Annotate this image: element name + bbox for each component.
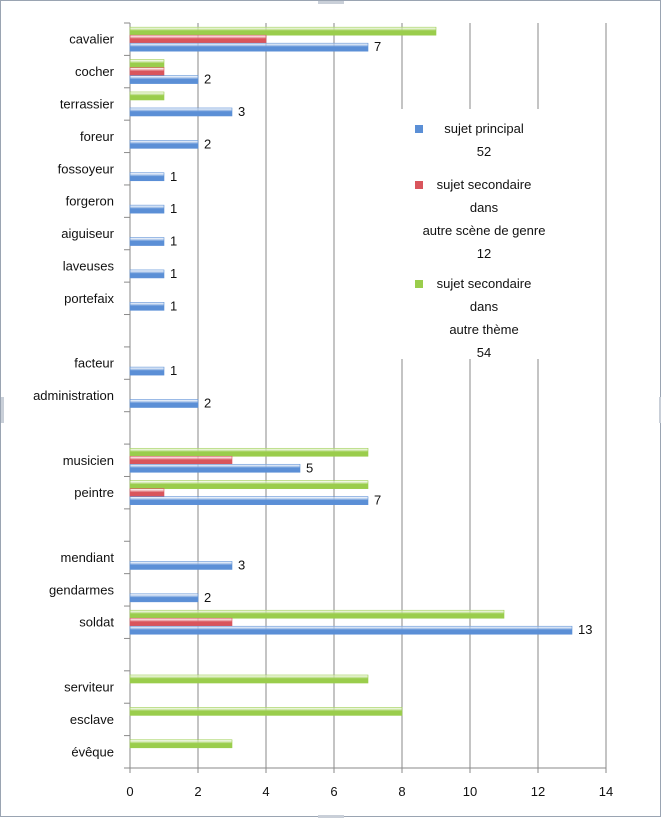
category-label: peintre <box>74 485 114 500</box>
x-tick-label: 14 <box>599 784 613 799</box>
resize-handle-left[interactable] <box>1 397 4 423</box>
legend: sujet principal 52 sujet secondaire dans aut… <box>401 109 601 360</box>
bar-secondaire_genre <box>129 67 165 76</box>
category-label: portefaix <box>64 291 114 306</box>
legend-swatch <box>415 181 423 189</box>
data-label: 1 <box>170 298 177 313</box>
data-label: 3 <box>238 557 245 572</box>
legend-text: autre scène de genre <box>423 223 546 238</box>
data-label: 1 <box>170 266 177 281</box>
bar-secondaire_genre <box>129 488 165 497</box>
resize-handle-right[interactable] <box>659 397 661 423</box>
legend-text: 12 <box>477 246 491 261</box>
data-label: 1 <box>170 169 177 184</box>
bar-secondaire_theme <box>129 91 165 101</box>
category-label: musicien <box>63 453 114 468</box>
bar-principal <box>129 237 165 246</box>
data-label: 13 <box>578 622 592 637</box>
bar-principal <box>129 302 165 311</box>
bars <box>129 26 573 749</box>
bar-principal <box>129 561 233 570</box>
x-tick-label: 6 <box>330 784 337 799</box>
bar-secondaire_theme <box>129 609 505 619</box>
bar-principal <box>129 399 199 408</box>
bar-principal <box>129 75 199 84</box>
category-label: forgeron <box>66 194 114 209</box>
bar-principal <box>129 172 165 182</box>
data-label: 7 <box>374 493 381 508</box>
x-tick-label: 0 <box>126 784 133 799</box>
legend-text: 54 <box>477 345 491 360</box>
legend-text: autre thème <box>449 322 518 337</box>
bar-secondaire_genre <box>129 34 267 44</box>
bar-principal <box>129 107 233 117</box>
data-label: 2 <box>204 136 211 151</box>
bar-secondaire_theme <box>129 59 165 68</box>
category-label: facteur <box>74 356 114 371</box>
data-label: 7 <box>374 39 381 54</box>
x-tick-label: 12 <box>531 784 545 799</box>
legend-text: sujet principal <box>444 121 524 136</box>
category-label: gendarmes <box>49 582 115 597</box>
x-tick-label: 10 <box>463 784 477 799</box>
data-label: 1 <box>170 363 177 378</box>
bar-principal <box>129 140 199 149</box>
bar-secondaire_theme <box>129 26 437 36</box>
bar-principal <box>129 463 301 473</box>
bar-secondaire_theme <box>129 707 403 716</box>
bar-secondaire_genre <box>129 455 233 465</box>
bar-principal <box>129 366 165 376</box>
bar-secondaire_theme <box>129 674 369 684</box>
resize-handle-top[interactable] <box>318 1 344 4</box>
category-label: cavalier <box>69 32 114 47</box>
bar-secondaire_theme <box>129 480 369 489</box>
legend-swatch <box>415 125 423 133</box>
x-tick-label: 2 <box>194 784 201 799</box>
bar-secondaire_genre <box>129 617 233 627</box>
category-label: foreur <box>80 129 115 144</box>
category-label: administration <box>33 388 114 403</box>
bar-principal <box>129 204 165 214</box>
bar-principal <box>129 269 165 279</box>
legend-text: dans <box>470 299 499 314</box>
category-label: esclave <box>70 712 114 727</box>
bar-principal <box>129 625 573 635</box>
data-label: 2 <box>204 72 211 87</box>
category-label: terrassier <box>60 96 115 111</box>
data-label: 2 <box>204 396 211 411</box>
x-tick-label: 4 <box>262 784 269 799</box>
bar-principal <box>129 593 199 603</box>
legend-swatch <box>415 280 423 288</box>
category-label: cocher <box>75 64 115 79</box>
bar-secondaire_theme <box>129 447 369 457</box>
legend-text: sujet secondaire <box>437 276 532 291</box>
legend-text: dans <box>470 200 499 215</box>
category-label: laveuses <box>63 258 115 273</box>
category-label: mendiant <box>61 550 115 565</box>
x-tick-label: 8 <box>398 784 405 799</box>
category-label: évêque <box>71 744 114 759</box>
data-label: 1 <box>170 234 177 249</box>
category-label: fossoyeur <box>58 161 115 176</box>
legend-background <box>401 109 601 359</box>
data-label: 2 <box>204 590 211 605</box>
bar-secondaire_theme <box>129 739 233 749</box>
legend-text: 52 <box>477 144 491 159</box>
category-label: soldat <box>79 615 114 630</box>
data-label: 1 <box>170 201 177 216</box>
category-label: aiguiseur <box>61 226 114 241</box>
legend-text: sujet secondaire <box>437 177 532 192</box>
data-label: 3 <box>238 104 245 119</box>
category-label: serviteur <box>64 680 115 695</box>
data-label: 5 <box>306 460 313 475</box>
bar-principal <box>129 42 369 52</box>
bar-principal <box>129 496 369 505</box>
